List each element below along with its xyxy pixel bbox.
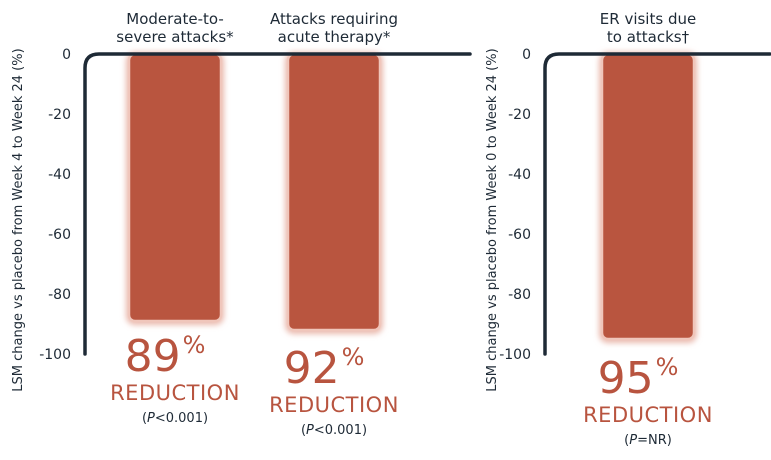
category-label: Moderate-to- [126,10,224,28]
y-tick-label: -60 [508,227,531,243]
y-tick-label: -40 [508,167,531,183]
reduction-percent: 89% [125,331,206,382]
category-label: to attacks† [607,28,690,46]
y-tick-label: -80 [508,287,531,303]
category-label: severe attacks* [116,28,234,46]
bar [127,52,223,323]
p-value: (P<0.001) [301,423,367,438]
category-label: ER visits due [600,10,696,28]
reduction-label: REDUCTION [583,403,713,427]
y-tick-label: -40 [48,167,71,183]
reduction-percent: 92% [284,343,365,394]
reduction-percent: 95% [598,353,679,404]
y-tick-label: 0 [62,47,71,63]
category-label: Attacks requiring [270,10,398,28]
y-tick-label: -100 [39,347,71,363]
chart-panel-1: LSM change vs placebo from Week 4 to Wee… [11,10,472,438]
p-value: (P=NR) [624,433,672,448]
bar [286,52,382,332]
axis-line [83,52,472,356]
axis-line [543,52,771,356]
y-tick-label: 0 [522,47,531,63]
y-tick-label: -80 [48,287,71,303]
y-tick-label: -100 [499,347,531,363]
reduction-label: REDUCTION [269,393,399,417]
chart-panel-2: LSM change vs placebo from Week 0 to Wee… [485,10,771,448]
y-tick-label: -20 [48,107,71,123]
p-value: (P<0.001) [142,411,208,426]
y-tick-label: -20 [508,107,531,123]
bar-group: Moderate-to-severe attacks* 89%REDUCTION (… [110,10,240,426]
bar [600,52,696,341]
category-label: acute therapy* [278,28,391,46]
y-axis-label: LSM change vs placebo from Week 0 to Wee… [485,48,500,391]
reduction-label: REDUCTION [110,381,240,405]
y-tick-label: -60 [48,227,71,243]
y-axis-label: LSM change vs placebo from Week 4 to Wee… [11,48,26,391]
